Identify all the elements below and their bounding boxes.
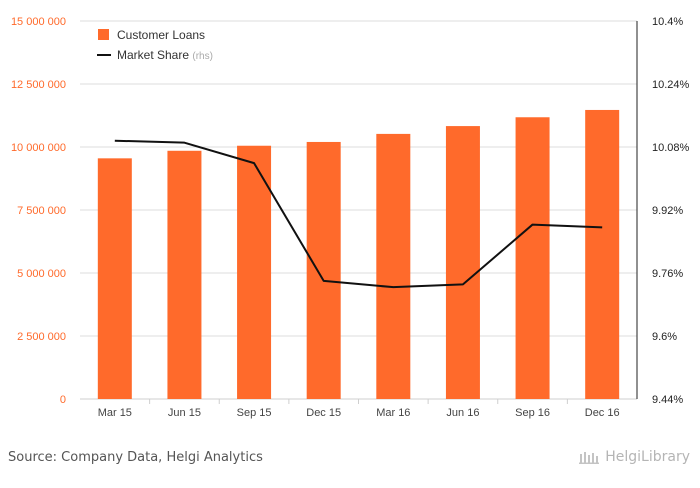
x-tick-label: Sep 15 <box>237 407 272 419</box>
x-tick-label: Mar 15 <box>98 407 132 419</box>
library-building-icon <box>579 452 600 464</box>
y-left-tick-label: 15 000 000 <box>11 16 66 28</box>
logo-text: HelgiLibrary <box>605 449 690 465</box>
legend-label-market-share: Market Share (rhs) <box>117 48 213 62</box>
bar <box>515 117 550 399</box>
helgi-library-logo: HelgiLibrary <box>579 449 690 465</box>
bar <box>97 158 132 399</box>
x-tick-label: Dec 16 <box>585 407 620 419</box>
source-note: Source: Company Data, Helgi Analytics <box>8 450 263 465</box>
y-left-tick-label: 7 500 000 <box>17 205 66 217</box>
y-right-tick-label: 10.4% <box>652 16 683 28</box>
y-right-tick-label: 10.24% <box>652 79 690 91</box>
bar <box>306 141 341 399</box>
x-tick-label: Jun 16 <box>446 407 479 419</box>
x-tick-label: Mar 16 <box>376 407 410 419</box>
y-right-tick-label: 9.6% <box>652 331 677 343</box>
y-left-tick-label: 0 <box>60 394 66 406</box>
y-left-tick-label: 2 500 000 <box>17 331 66 343</box>
market-share-line <box>114 139 603 289</box>
legend-label-customer-loans: Customer Loans <box>117 28 205 42</box>
x-tick-label: Jun 15 <box>168 407 201 419</box>
x-tick-label: Dec 15 <box>306 407 341 419</box>
y-right-tick-label: 9.92% <box>652 205 683 217</box>
y-left-tick-label: 10 000 000 <box>11 142 66 154</box>
bar <box>237 145 272 399</box>
y-right-tick-label: 9.76% <box>652 268 683 280</box>
bar <box>445 126 480 400</box>
y-left-tick-label: 12 500 000 <box>11 79 66 91</box>
bar <box>167 150 202 399</box>
bar <box>585 109 620 400</box>
bar <box>376 133 411 399</box>
legend-rhs-suffix: (rhs) <box>192 51 213 62</box>
x-tick-label: Sep 16 <box>515 407 550 419</box>
y-right-tick-label: 10.08% <box>652 142 690 154</box>
legend-swatch-customer-loans <box>98 29 109 40</box>
y-left-tick-label: 5 000 000 <box>17 268 66 280</box>
y-right-tick-label: 9.44% <box>652 394 683 406</box>
